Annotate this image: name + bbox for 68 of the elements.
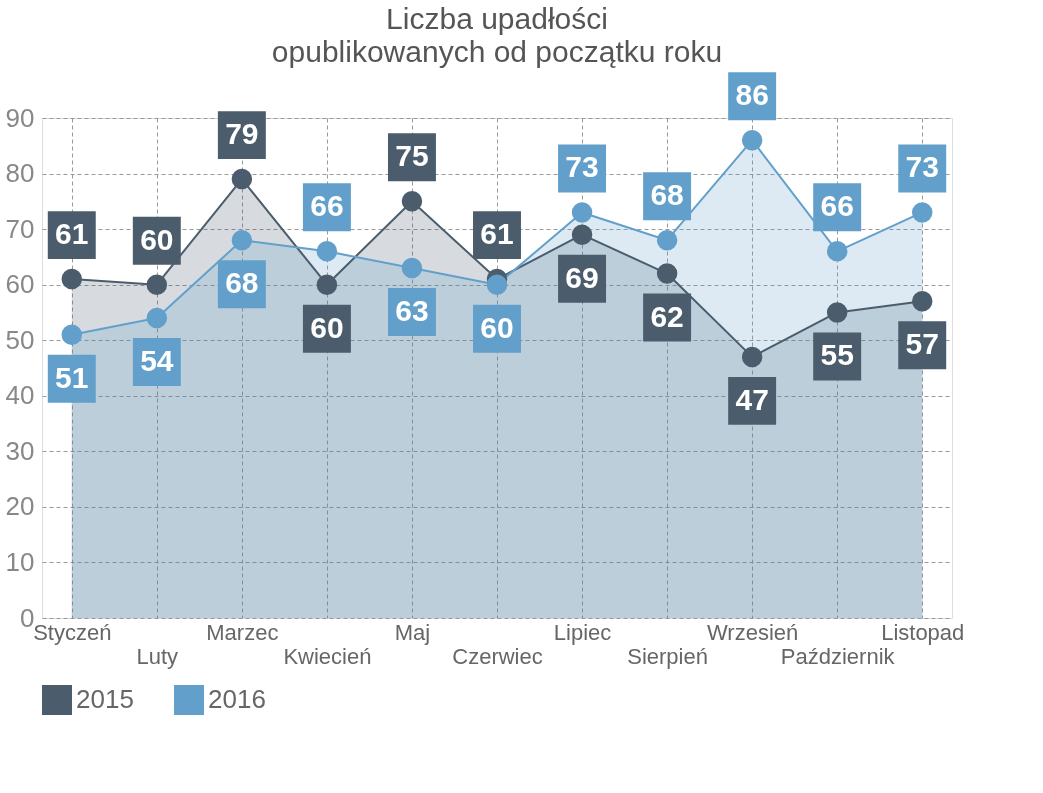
data-label: 55 <box>820 338 854 372</box>
point <box>486 274 508 295</box>
x-tick-label: Wrzesień <box>706 619 799 645</box>
data-label: 66 <box>310 189 344 223</box>
data-label: 62 <box>650 299 684 333</box>
point <box>911 291 933 312</box>
point <box>231 168 253 190</box>
legend-label: 2015 <box>76 684 134 714</box>
y-tick-label: 0 <box>20 602 35 633</box>
point <box>231 230 253 251</box>
point <box>911 202 933 223</box>
point <box>146 307 168 329</box>
point <box>401 257 423 279</box>
data-label: 66 <box>820 189 854 223</box>
x-tick-label: Marzec <box>206 619 279 645</box>
point <box>571 202 593 223</box>
point <box>656 263 678 284</box>
x-tick-label: Czerwiec <box>452 643 543 669</box>
data-label: 47 <box>735 382 769 416</box>
data-label: 54 <box>140 344 174 377</box>
data-label: 75 <box>395 139 429 173</box>
point <box>571 224 593 245</box>
point <box>61 324 83 345</box>
y-tick-label: 60 <box>5 269 35 300</box>
data-label: 73 <box>565 150 599 184</box>
y-tick-label: 10 <box>5 546 35 577</box>
y-tick-label: 90 <box>5 102 35 133</box>
point <box>826 302 848 323</box>
x-tick-label: Sierpień <box>627 643 708 669</box>
point <box>741 346 763 368</box>
y-tick-label: 80 <box>5 158 35 189</box>
y-tick-label: 20 <box>5 491 35 522</box>
point <box>741 130 763 151</box>
chart-subtitle: opublikowanych od początku roku <box>271 35 723 69</box>
y-tick-label: 50 <box>5 324 35 355</box>
x-tick-label: Lipiec <box>553 619 612 645</box>
x-tick-label: Listopad <box>881 619 965 645</box>
data-label: 79 <box>225 117 259 151</box>
data-label: 86 <box>735 78 769 112</box>
point <box>656 230 678 251</box>
point <box>316 274 338 295</box>
data-label: 60 <box>480 310 514 344</box>
point <box>401 191 423 212</box>
point <box>826 241 848 262</box>
data-label: 60 <box>140 222 174 256</box>
chart-title: Liczba upadłości <box>386 2 608 36</box>
data-label: 61 <box>55 217 89 251</box>
y-tick-label: 30 <box>5 435 35 466</box>
data-label: 61 <box>480 217 514 251</box>
data-label: 73 <box>905 150 939 184</box>
data-label: 68 <box>650 178 684 212</box>
point <box>146 274 168 295</box>
x-tick-label: Styczeń <box>33 619 112 645</box>
point <box>316 241 338 262</box>
y-tick-label: 40 <box>5 380 35 411</box>
data-label: 63 <box>395 294 429 327</box>
x-tick-label: Październik <box>780 643 896 669</box>
x-tick-label: Luty <box>136 643 179 669</box>
data-label: 57 <box>905 327 939 361</box>
data-label: 69 <box>565 260 599 294</box>
point <box>61 268 83 290</box>
x-tick-label: Kwiecień <box>283 643 372 669</box>
data-label: 60 <box>310 310 344 344</box>
data-label: 51 <box>55 360 89 394</box>
legend-label: 2016 <box>208 684 266 714</box>
data-label: 68 <box>225 266 259 300</box>
x-tick-label: Maj <box>394 619 431 645</box>
y-tick-label: 70 <box>5 213 35 244</box>
